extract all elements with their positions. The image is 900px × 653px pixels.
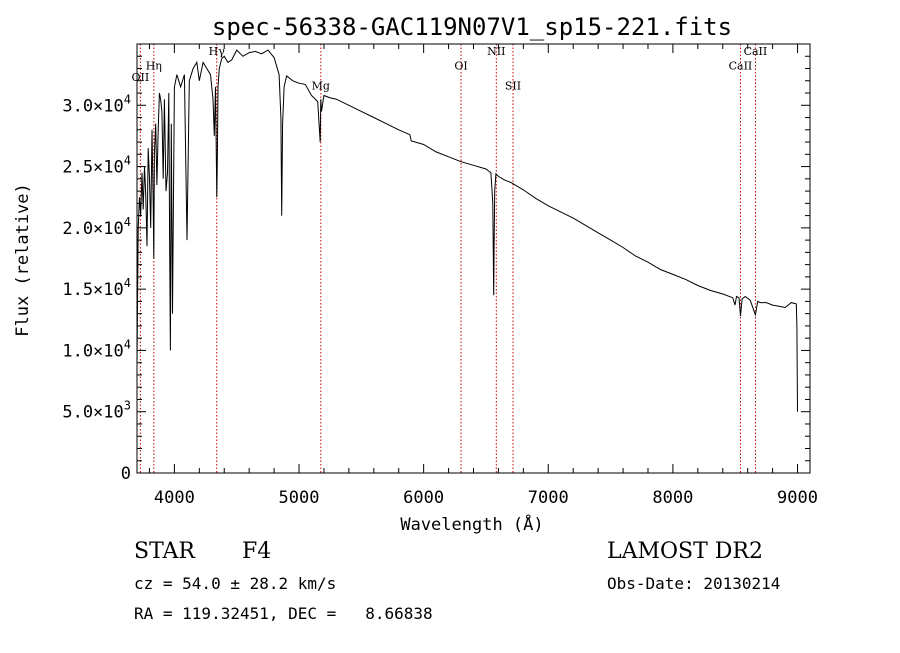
line-label-6: SII [505,79,521,92]
x-tick-label-5: 9000 [777,488,818,508]
x-axis-label: Wavelength (Å) [400,513,543,535]
survey-name: LAMOST DR2 [607,539,763,564]
line-label-5: NII [487,45,505,58]
line-label-0: OII [132,71,150,84]
ra-dec-coordinates: RA = 119.32451, DEC = 8.66838 [134,604,433,623]
y-tick-label-2: 1.0×104 [62,337,131,361]
x-axis-ticks: 4000 5000 6000 7000 8000 9000 [148,44,818,508]
line-label-2: Hγ [209,45,226,58]
y-tick-label-3: 1.5×104 [62,276,131,300]
line-label-4: OI [454,60,467,73]
line-label-8: CaII [744,45,768,58]
y-axis-label: Flux (relative) [13,183,33,337]
spectrum-line [136,49,798,412]
y-tick-label-4: 2.0×104 [62,215,131,239]
object-subclass: F4 [242,539,272,564]
observation-date: Obs-Date: 20130214 [607,574,781,593]
y-tick-label-6: 3.0×104 [62,92,131,116]
emission-line-markers [139,44,756,473]
chart-title: spec-56338-GAC119N07V1_sp15-221.fits [212,13,732,41]
y-tick-label-0: 0 [121,464,131,484]
x-tick-label-3: 7000 [528,488,569,508]
y-axis-ticks: 0 5.0×103 1.0×104 1.5×104 2.0×104 2.5×104 3.0×… [62,43,810,484]
x-tick-label-2: 6000 [403,488,444,508]
x-tick-label-4: 8000 [652,488,693,508]
redshift-cz: cz = 54.0 ± 28.2 km/s [134,574,337,593]
y-tick-label-1: 5.0×103 [62,399,131,423]
line-label-3: Mg [312,79,330,92]
y-tick-label-5: 2.5×104 [62,154,131,178]
object-class: STAR [134,539,195,564]
x-tick-label-1: 5000 [279,488,320,508]
line-label-1: Hη [146,60,162,73]
plot-frame [136,43,811,474]
line-label-7: CaII [729,60,753,73]
x-tick-label-0: 4000 [154,488,195,508]
